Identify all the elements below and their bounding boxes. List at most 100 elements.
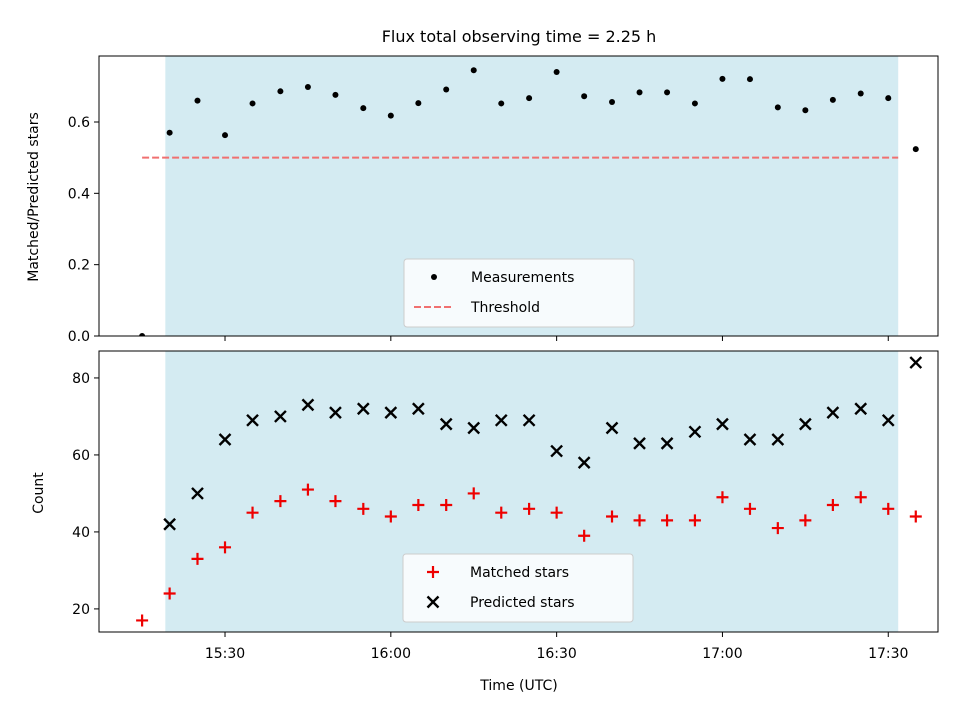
measurements-point — [277, 88, 284, 95]
top-y-tick-label: 0.2 — [68, 258, 90, 274]
measurements-point — [857, 90, 864, 97]
predicted-stars-point — [301, 398, 315, 412]
matched-stars-point — [136, 614, 149, 627]
top-legend-box — [403, 258, 635, 328]
predicted-stars-point — [384, 406, 398, 419]
matched-stars-point — [301, 483, 314, 496]
threshold-legend-label: Threshold — [470, 300, 540, 316]
bottom-axes-frame — [98, 350, 939, 633]
matched-stars-point — [274, 495, 287, 508]
predicted-stars-point — [274, 410, 287, 423]
measurements-point — [249, 100, 256, 107]
bottom-y-tick-label: 60 — [72, 448, 90, 464]
x-tick-label: 15:30 — [205, 646, 245, 662]
top-y-tick-label: 0.0 — [68, 329, 90, 345]
bottom-series-group — [136, 356, 923, 627]
matched-stars-point — [633, 514, 646, 527]
matched-stars-point — [246, 506, 259, 519]
chart-title: Flux total observing time = 2.25 h — [382, 27, 657, 46]
matched-stars-point — [771, 522, 784, 535]
measurements-point — [222, 132, 229, 139]
top-y-axis-label: Matched/Predicted stars — [26, 112, 42, 282]
matched-stars-point — [329, 495, 342, 508]
matched-stars-point — [384, 510, 397, 523]
measurements-point — [470, 67, 477, 74]
predicted-stars-point — [743, 433, 757, 446]
top-y-tick-label: 0.6 — [68, 115, 90, 131]
matched-stars-point — [882, 502, 895, 515]
matched-stars-point — [661, 514, 674, 527]
matched-stars-point — [219, 541, 232, 554]
matched-stars-point — [909, 510, 922, 523]
measurements-point — [774, 104, 781, 111]
predicted-stars-point — [522, 413, 536, 427]
x-tick-label: 17:30 — [868, 646, 908, 662]
predicted-stars-point — [163, 517, 176, 531]
bottom-legend-box — [402, 553, 634, 623]
measurements-point — [664, 89, 671, 96]
predicted-stars-point — [467, 421, 481, 435]
measurements-point — [746, 76, 753, 83]
measurements-point — [304, 84, 311, 91]
matched-stars-legend-swatch — [427, 566, 439, 578]
measurements-point — [526, 95, 533, 102]
predicted-stars-point — [412, 402, 425, 416]
predicted-stars-point — [577, 456, 591, 469]
matched-stars-point — [191, 552, 204, 565]
x-axis-label: Time (UTC) — [479, 678, 557, 694]
predicted-stars-point — [356, 402, 370, 416]
predicted-stars-point — [826, 406, 840, 419]
predicted-stars-point — [688, 425, 702, 439]
matched-stars-point — [716, 491, 729, 504]
matched-stars-point — [523, 502, 536, 515]
predicted-stars-point — [909, 356, 923, 369]
predicted-stars-point — [329, 406, 342, 419]
matched-stars-point — [550, 506, 563, 519]
measurements-point — [387, 112, 394, 119]
measurements-point — [139, 333, 146, 336]
predicted-stars-point — [633, 437, 646, 450]
matched-stars-point — [412, 498, 425, 511]
predicted-stars-legend-swatch — [426, 595, 440, 609]
measurements-point — [360, 105, 367, 112]
measurements-point — [636, 89, 643, 96]
matched-stars-point — [163, 587, 176, 600]
predicted-stars-point — [218, 433, 232, 446]
matched-stars-point — [743, 502, 756, 515]
measurements-point — [885, 95, 892, 102]
matched-stars-point — [799, 514, 812, 527]
measurements-point — [166, 129, 173, 136]
predicted-stars-point — [191, 487, 204, 500]
top-legend: Measurements Threshold — [403, 258, 635, 328]
top-axes-frame — [98, 55, 939, 337]
matched-stars-point — [826, 498, 839, 511]
bottom-y-tick-label: 40 — [72, 525, 90, 541]
matched-stars-point — [440, 498, 453, 511]
measurements-point — [443, 86, 450, 93]
predicted-stars-point — [550, 444, 563, 458]
matched-stars-point — [495, 506, 508, 519]
matched-stars-point — [467, 487, 480, 500]
measurements-point — [332, 91, 339, 98]
predicted-stars-point — [881, 413, 895, 427]
matched-stars-point — [606, 510, 619, 523]
measurements-point — [912, 146, 919, 153]
measurements-point — [941, 146, 947, 152]
measurements-point — [609, 99, 616, 106]
measurements-point — [691, 100, 698, 107]
matched-stars-point — [688, 514, 701, 527]
x-tick-label: 17:00 — [702, 646, 742, 662]
predicted-stars-point — [771, 433, 785, 446]
bottom-y-tick-label: 20 — [72, 602, 90, 618]
predicted-stars-point — [799, 417, 812, 431]
predicted-stars-point — [439, 417, 453, 431]
measurements-point — [553, 69, 560, 76]
measurements-point — [719, 75, 726, 82]
measurements-point — [581, 93, 588, 100]
bottom-y-axis-label: Count — [31, 472, 47, 514]
matched-stars-point — [357, 502, 370, 515]
predicted-stars-point — [494, 413, 508, 427]
predicted-stars-legend-label: Predicted stars — [470, 595, 575, 611]
